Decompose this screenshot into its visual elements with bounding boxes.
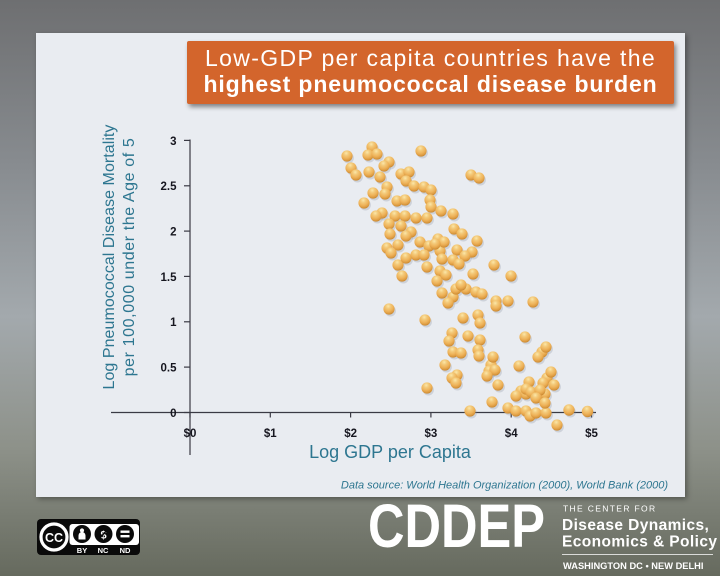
svg-text:$2: $2	[344, 428, 357, 440]
svg-text:Data source: World Health Orga: Data source: World Health Organization (…	[341, 480, 668, 492]
svg-text:1.5: 1.5	[161, 272, 178, 284]
svg-text:3: 3	[170, 136, 176, 148]
svg-text:ND: ND	[120, 546, 131, 555]
svg-text:CDDEP: CDDEP	[368, 492, 545, 560]
svg-text:per 100,000 under the Age of 5: per 100,000 under the Age of 5	[121, 138, 138, 377]
svg-text:Log Pneumococcal Disease Morta: Log Pneumococcal Disease Mortality	[101, 125, 118, 390]
svg-text:NC: NC	[98, 546, 109, 555]
svg-text:2: 2	[170, 227, 176, 239]
svg-text:$3: $3	[425, 428, 438, 440]
svg-text:$1: $1	[264, 428, 277, 440]
svg-text:WASHINGTON DC • NEW DELHI: WASHINGTON DC • NEW DELHI	[563, 561, 703, 571]
svg-text:Disease Dynamics,: Disease Dynamics,	[562, 517, 709, 534]
svg-text:THE CENTER FOR: THE CENTER FOR	[563, 504, 657, 514]
svg-text:$: $	[100, 530, 106, 542]
svg-text:1: 1	[170, 317, 177, 329]
svg-text:2.5: 2.5	[161, 181, 178, 193]
svg-text:0: 0	[170, 408, 176, 420]
svg-text:0.5: 0.5	[161, 363, 178, 375]
svg-text:BY: BY	[77, 546, 87, 555]
svg-text:$0: $0	[184, 428, 197, 440]
svg-text:Log GDP per Capita: Log GDP per Capita	[309, 442, 472, 462]
svg-text:CC: CC	[45, 531, 63, 545]
svg-text:$5: $5	[585, 428, 598, 440]
svg-text:$4: $4	[505, 428, 518, 440]
svg-text:Economics & Policy: Economics & Policy	[562, 534, 717, 551]
